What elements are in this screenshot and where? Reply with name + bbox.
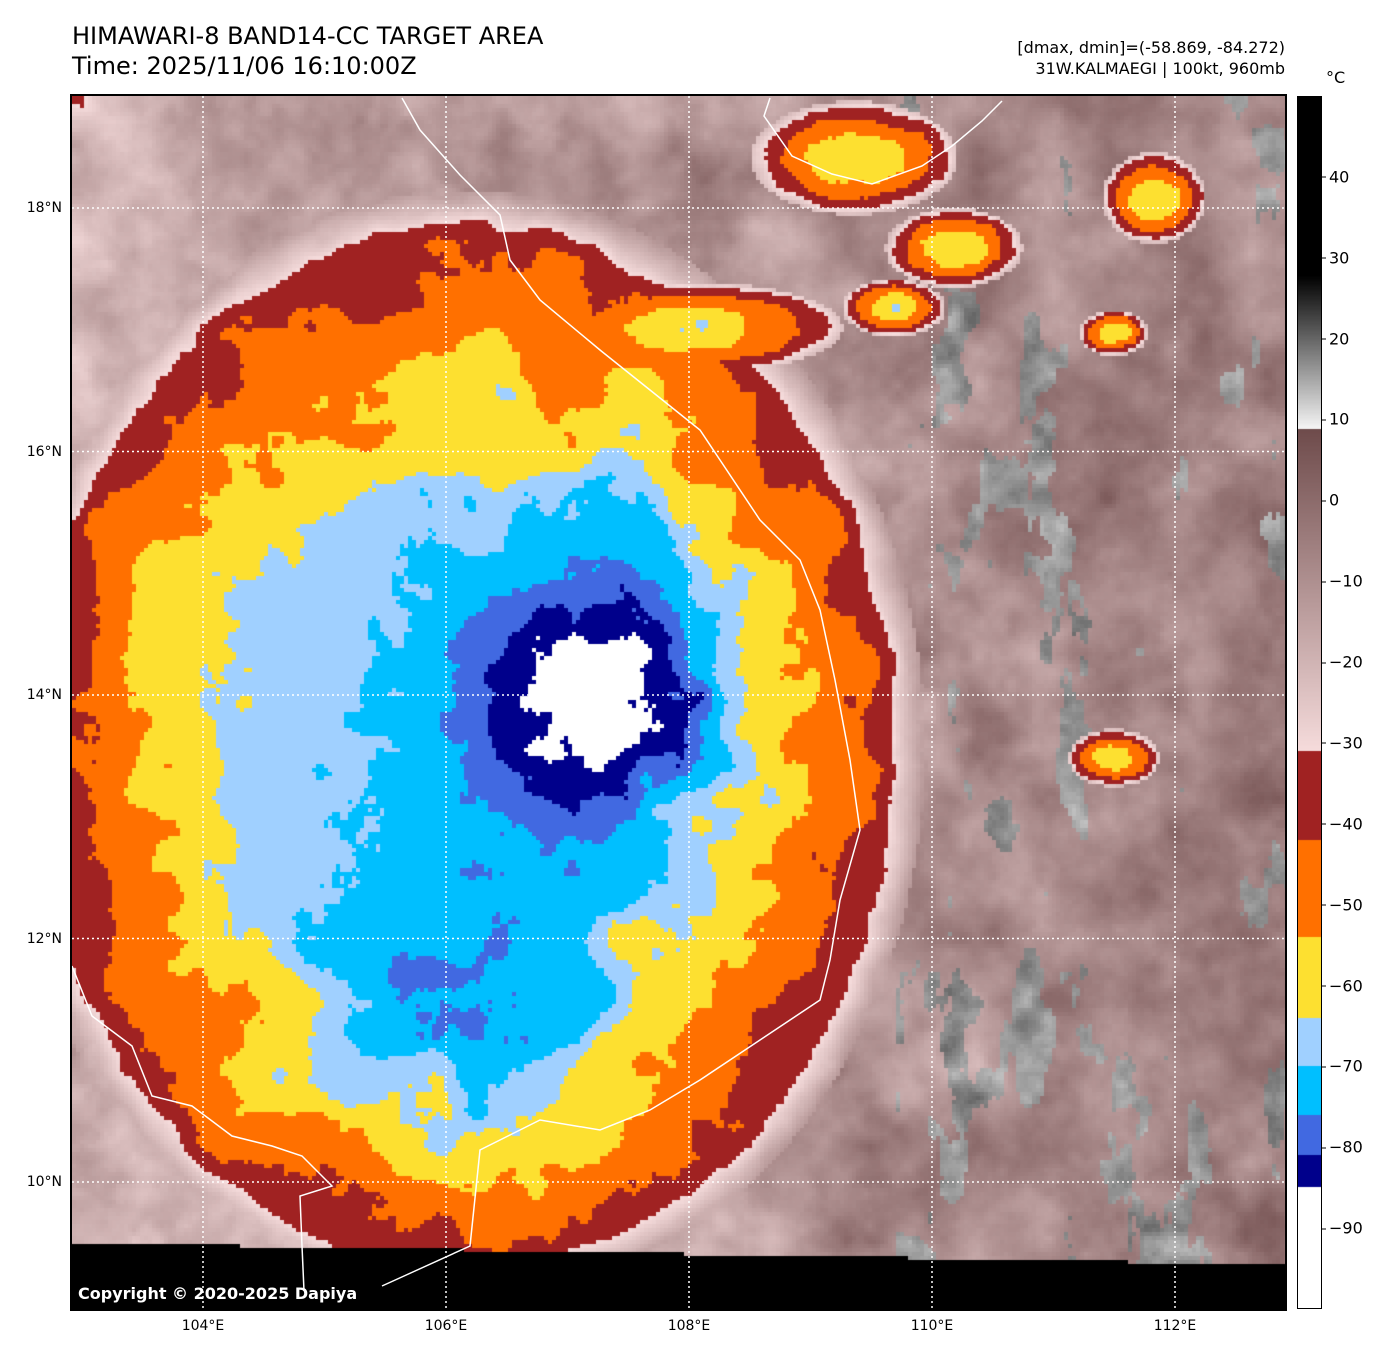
colorbar-tick-label: −80: [1321, 1137, 1363, 1157]
colorbar-tick-label: −70: [1321, 1056, 1363, 1076]
ir-satellite-map: Copyright © 2020-2025 Dapiya: [70, 94, 1287, 1311]
latitude-label: 10°N: [26, 1174, 62, 1190]
colorbar-tick-label: 40: [1320, 167, 1350, 187]
colorbar-tick-label: −40: [1321, 814, 1363, 834]
latitude-label: 16°N: [26, 443, 62, 460]
latitude-label: 12°N: [26, 930, 62, 947]
colorbar-tick-label: −20: [1321, 652, 1363, 672]
longitude-label: 106°E: [424, 1318, 468, 1334]
map-overlay: [72, 96, 1285, 1309]
graticule: [72, 96, 1285, 1309]
colorbar-tick-label: −10: [1321, 571, 1363, 591]
figure-time: Time: 2025/11/06 16:10:00Z: [72, 52, 417, 80]
colorbar: [1297, 96, 1322, 1309]
copyright-notice: Copyright © 2020-2025 Dapiya: [78, 1284, 358, 1303]
colorbar-tick-label: −60: [1321, 976, 1363, 996]
colorbar-tick-label: 10: [1320, 409, 1350, 429]
colorbar-tick-label: 30: [1320, 248, 1350, 268]
colorbar-tick-label: 0: [1320, 490, 1340, 510]
figure-title: HIMAWARI-8 BAND14-CC TARGET AREA: [72, 22, 544, 50]
longitude-label: 112°E: [1153, 1318, 1197, 1334]
colorbar-tick-label: −30: [1321, 733, 1363, 753]
colorbar-tick-label: −50: [1321, 895, 1363, 915]
coastline-cambodia: [72, 965, 334, 1292]
longitude-label: 104°E: [181, 1318, 225, 1334]
ir-imagery: [72, 96, 1285, 1309]
colorbar-tick-label: −90: [1321, 1218, 1363, 1238]
colorbar-unit: °C: [1326, 68, 1346, 87]
latitude-label: 18°N: [26, 200, 62, 216]
storm-info: 31W.KALMAEGI | 100kt, 960mb: [1035, 59, 1285, 78]
longitude-label: 110°E: [910, 1318, 954, 1334]
latitude-label: 14°N: [26, 687, 62, 703]
coastline-vietnam: [381, 97, 861, 1287]
coastline-hainan: [763, 97, 1003, 185]
longitude-label: 108°E: [667, 1318, 711, 1334]
temperature-range: [dmax, dmin]=(-58.869, -84.272): [1017, 38, 1285, 57]
colorbar-tick-label: 20: [1320, 329, 1350, 349]
